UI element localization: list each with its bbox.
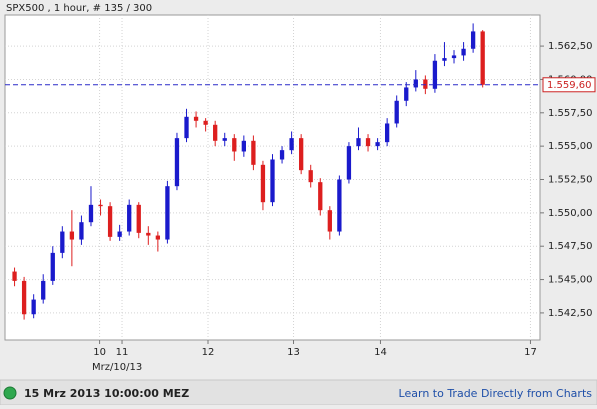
candle-body [193, 116, 199, 121]
candle-body [69, 231, 75, 240]
candle-body [174, 138, 180, 187]
candle-body [184, 116, 189, 139]
candle-body [146, 232, 151, 236]
x-tick-label: 14 [374, 347, 387, 358]
last-price-label: 1.559,60 [547, 80, 592, 91]
candle-body [203, 120, 208, 125]
footer-bar [0, 379, 597, 406]
candle-body [404, 87, 409, 101]
candle-body [279, 150, 285, 160]
candle-body [346, 146, 352, 180]
y-tick-label: 1.557,50 [548, 108, 593, 119]
candle-body [127, 204, 132, 232]
candle-body [394, 100, 399, 124]
x-tick-label: 11 [116, 347, 129, 358]
last-price-box [542, 77, 596, 93]
candle-body [327, 210, 332, 232]
candle-body [31, 299, 36, 315]
chart-title: SPX500 , 1 hour, # 135 / 300 [6, 3, 152, 14]
candle-body [442, 58, 447, 61]
candle-body [432, 60, 438, 89]
x-tick-label: 13 [287, 347, 300, 358]
date-label: Mrz/10/13 [92, 362, 142, 373]
candle-body [12, 271, 17, 281]
candle-body [413, 79, 418, 88]
y-tick-label: 1.550,00 [548, 208, 593, 219]
candle-body [260, 164, 266, 203]
candle-body [50, 252, 55, 281]
y-tick-label: 1.545,00 [548, 275, 593, 286]
candle-body [41, 280, 46, 300]
candle-body [461, 48, 466, 56]
candle-body [232, 138, 237, 152]
footer-time: 15 Mrz 2013 10:00:00 MEZ [24, 387, 189, 400]
candle-body [308, 170, 313, 183]
candle-body [213, 124, 218, 141]
candle-body [299, 138, 304, 171]
candle-body [251, 140, 256, 165]
y-tick-label: 1.552,50 [548, 175, 593, 186]
candle-body [155, 235, 161, 240]
x-tick-label: 17 [524, 347, 537, 358]
y-tick-label: 1.562,50 [548, 41, 593, 52]
candle-body [21, 280, 27, 315]
candle-body [98, 204, 103, 207]
candle-body [318, 182, 323, 211]
candle-body [365, 138, 371, 147]
candle-body [60, 231, 65, 253]
candle-body [136, 204, 141, 233]
y-tick-label: 1.555,00 [548, 141, 593, 152]
x-tick-label: 12 [202, 347, 215, 358]
candle-body [165, 186, 170, 240]
candle-body [222, 138, 227, 141]
candle-body [480, 31, 485, 85]
candle-body [375, 142, 380, 147]
candle-body [470, 31, 476, 49]
candle-body [423, 79, 428, 89]
candle-body [270, 159, 275, 203]
candle-body [241, 140, 246, 152]
candle-body [451, 55, 457, 59]
y-tick-label: 1.542,50 [548, 308, 593, 319]
candle-body [107, 206, 113, 237]
candle-body [88, 204, 94, 223]
candle-body [289, 138, 294, 151]
status-icon [3, 386, 17, 400]
footer-link[interactable]: Learn to Trade Directly from Charts [399, 387, 593, 400]
candle-body [337, 179, 342, 232]
candle-body [384, 123, 390, 143]
candle-body [356, 138, 361, 147]
candle-body [79, 222, 84, 240]
y-tick-label: 1.547,50 [548, 241, 593, 252]
x-tick-label: 10 [93, 347, 106, 358]
candle-body [117, 231, 122, 237]
